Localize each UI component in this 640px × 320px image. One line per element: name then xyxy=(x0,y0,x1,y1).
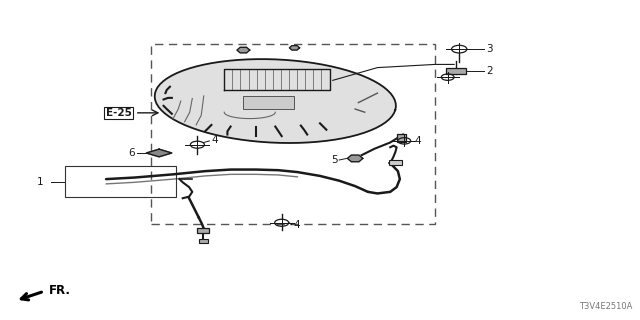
Text: E-25: E-25 xyxy=(106,108,132,118)
Bar xyxy=(151,44,435,224)
Bar xyxy=(447,68,466,74)
Bar xyxy=(397,133,406,142)
Text: 1: 1 xyxy=(37,177,44,187)
Polygon shape xyxy=(289,46,300,50)
Text: 4: 4 xyxy=(293,220,300,230)
Polygon shape xyxy=(243,96,294,109)
Polygon shape xyxy=(155,59,396,143)
Polygon shape xyxy=(237,47,250,53)
Bar xyxy=(197,228,209,233)
Text: 2: 2 xyxy=(486,67,493,76)
Text: 4: 4 xyxy=(415,136,421,146)
Polygon shape xyxy=(147,149,172,157)
Text: 6: 6 xyxy=(128,148,135,158)
Text: 3: 3 xyxy=(486,44,493,54)
Text: 4: 4 xyxy=(211,135,218,145)
Text: T3V4E2510A: T3V4E2510A xyxy=(580,302,633,311)
Bar xyxy=(65,166,176,197)
Polygon shape xyxy=(348,155,363,162)
Bar xyxy=(198,239,208,243)
Text: FR.: FR. xyxy=(49,284,70,297)
Bar xyxy=(389,160,402,165)
Text: 5: 5 xyxy=(332,155,338,165)
